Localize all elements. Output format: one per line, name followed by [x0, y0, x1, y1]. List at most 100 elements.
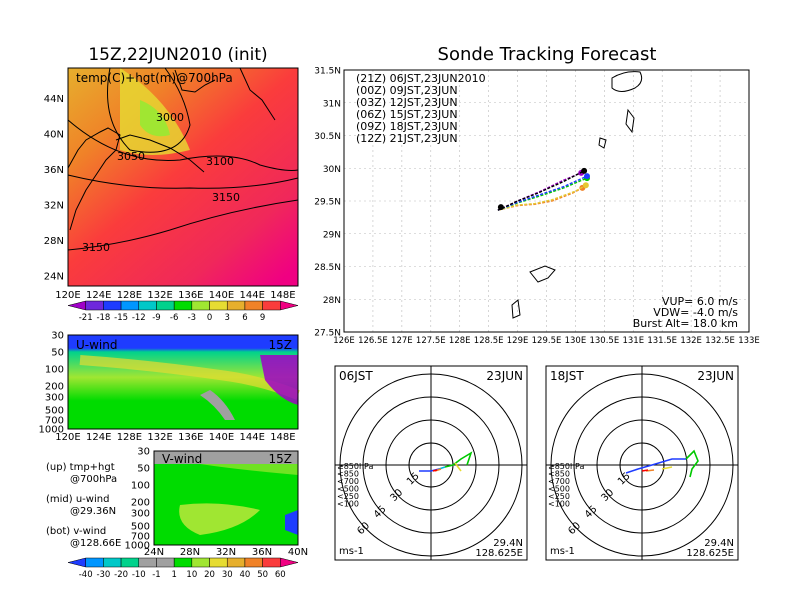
lon-tick-label: 129.5E: [532, 336, 562, 346]
hodograph-date: 23JUN: [697, 369, 734, 383]
colorbar-label: -10: [132, 570, 146, 580]
hodograph-lon: 128.625E: [686, 548, 734, 559]
hodograph-trace: [641, 469, 649, 472]
hodograph-trace: [432, 469, 438, 472]
track-line: [497, 184, 587, 211]
lon-tick-label: 130.5E: [589, 336, 619, 346]
colorbar-label: -30: [96, 570, 110, 580]
lat-tick-label: 24N: [44, 272, 64, 283]
colorbar-label: -21: [79, 313, 93, 323]
lon-tick-label: 128E: [449, 336, 471, 346]
lon-tick-label: 124E: [86, 432, 111, 443]
track-map: [343, 69, 750, 333]
left-lon-ticks: 120E 124E 128E 132E 136E 140E 144E 148E: [55, 290, 295, 301]
track-endpoint: [584, 173, 590, 180]
lon-tick-label: 148E: [270, 432, 295, 443]
lat-tick-label: 28N: [323, 296, 341, 306]
lat-tick-label: 31.5N: [314, 67, 341, 77]
lon-tick-label: 130E: [565, 336, 587, 346]
legend-notes: (up) tmp+hgt @700hPa (mid) u-wind @29.36…: [46, 462, 121, 549]
lon-tick-label: 132E: [147, 290, 172, 301]
pressure-tick-label: 200: [131, 498, 150, 509]
pressure-tick-label: 1000: [125, 541, 150, 552]
colorbar-label: 20: [204, 570, 215, 580]
lon-tick-label: 120E: [55, 432, 80, 443]
colorbar-swatch: [67, 557, 86, 568]
lat-tick-label: 40N: [44, 130, 64, 141]
colorbar-label: -15: [114, 313, 128, 323]
track-endpoint: [582, 182, 589, 189]
contour-label: 3150: [82, 241, 110, 254]
lat-tick-label: 28N: [44, 236, 64, 247]
left-lat-ticks: 44N 40N 36N 32N 28N 24N: [44, 94, 64, 283]
colorbar-label: -1: [152, 570, 160, 580]
hodograph-legend-entry: ≥850hPa: [548, 462, 585, 471]
hodograph-legend-entry: <500: [337, 485, 359, 494]
hodograph-legend-entry: <100: [548, 500, 570, 509]
pressure-tick-label: 500: [45, 406, 64, 417]
pressure-tick-label: 30: [137, 447, 150, 458]
contour-label: 3100: [206, 155, 234, 168]
contour-label: 3050: [117, 150, 145, 163]
colorbar-swatch: [156, 557, 175, 568]
left-title: 15Z,22JUN2010 (init): [88, 45, 267, 65]
track-line: [497, 175, 588, 211]
colorbar-label: -3: [188, 313, 196, 323]
hodograph-date: 23JUN: [486, 369, 523, 383]
lat-tick-label: 24N: [144, 547, 164, 558]
param-vdw: VDW= -4.0 m/s: [653, 306, 738, 319]
lon-tick-label: 136E: [178, 290, 203, 301]
hodograph-legend-entry: <700: [548, 477, 570, 486]
lat-tick-label: 32N: [216, 547, 236, 558]
lat-tick-label: 30N: [323, 165, 341, 175]
colorbar-label: 30: [222, 570, 233, 580]
legend-entry: (12Z) 21JST,23JUN: [356, 132, 458, 145]
map-label: temp(C)+hgt(m)@700hPa: [76, 71, 233, 85]
hodograph-units: ms-1: [339, 546, 364, 557]
colorbar-label: 10: [186, 570, 197, 580]
lon-tick-label: 126.5E: [358, 336, 388, 346]
lon-tick-label: 131.5E: [647, 336, 677, 346]
pressure-tick-label: 1000: [39, 425, 64, 436]
colorbar-swatch: [226, 557, 246, 568]
colorbar-swatch: [67, 300, 86, 311]
track-endpoint: [581, 167, 588, 174]
colorbar-label: 40: [240, 570, 251, 580]
uwind-lon-ticks: 120E 124E 128E 132E 136E 140E 144E 148E: [55, 432, 295, 443]
hodograph-legend-entry: <250: [548, 492, 570, 501]
hodograph-time: 06JST: [339, 369, 373, 383]
colorbar-swatch: [244, 557, 263, 568]
colorbar-swatch: [120, 557, 140, 568]
lon-tick-label: 126E: [333, 336, 355, 346]
lat-tick-label: 28.5N: [314, 263, 341, 273]
colorbar-swatch: [85, 557, 104, 568]
colorbar-swatch: [156, 300, 175, 311]
lon-tick-label: 128E: [117, 290, 142, 301]
lat-tick-label: 30.5N: [314, 132, 341, 142]
lon-tick-label: 140E: [209, 432, 234, 443]
hodograph-trace: [661, 466, 673, 470]
note-bot-1: (bot) v-wind: [46, 526, 106, 537]
uwind-panel: U-wind 15Z: [67, 334, 300, 430]
pressure-tick-label: 300: [131, 509, 150, 520]
track-lines: [497, 167, 590, 211]
colorbar-swatch: [244, 300, 263, 311]
lon-tick-label: 144E: [239, 432, 264, 443]
lat-tick-label: 27.5N: [314, 329, 341, 339]
lon-tick-label: 128E: [117, 432, 142, 443]
hodograph-time: 18JST: [550, 369, 584, 383]
note-up-1: (up) tmp+hgt: [46, 462, 115, 473]
legend-entry: (00Z) 09JST,23JUN: [356, 84, 458, 97]
colorbar-label: 1: [171, 570, 176, 580]
colorbar-swatch: [262, 557, 281, 568]
vwind-panel: V-wind 15Z: [153, 450, 299, 546]
colorbar-swatch: [173, 300, 193, 311]
note-mid-1: (mid) u-wind: [46, 494, 109, 505]
lon-tick-label: 131E: [622, 336, 644, 346]
hodograph-trace: [454, 462, 462, 472]
lon-tick-label: 144E: [239, 290, 264, 301]
